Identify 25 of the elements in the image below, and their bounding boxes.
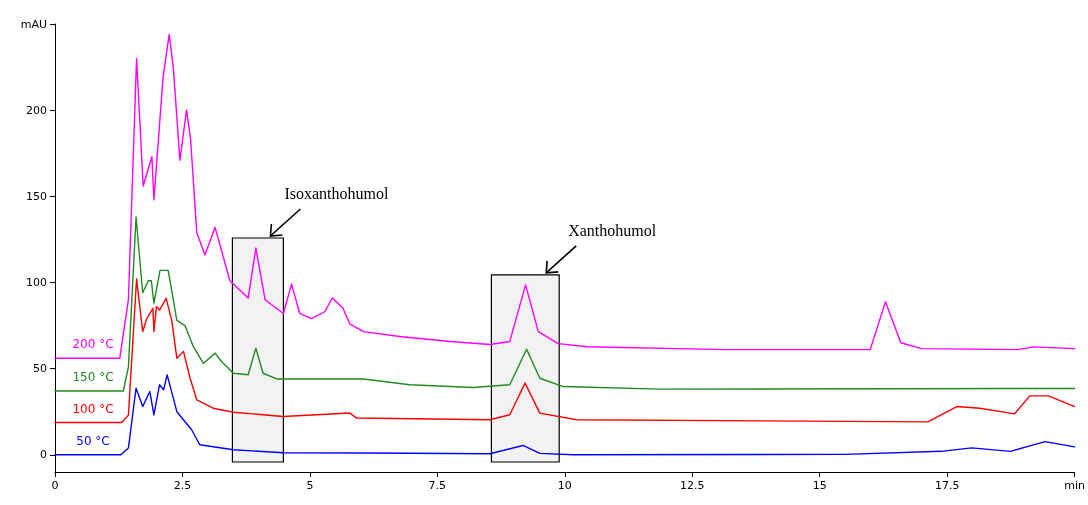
y-tick-label: 0 bbox=[40, 448, 47, 462]
y-tick-label: 150 bbox=[26, 189, 47, 203]
band-label: Xanthohumol bbox=[568, 221, 657, 239]
y-tick-label: 50 bbox=[33, 362, 47, 376]
x-tick-label: 10 bbox=[557, 479, 572, 492]
y-tick-label: 100 bbox=[26, 275, 47, 289]
x-tick-label: 2.5 bbox=[173, 479, 192, 492]
x-tick-label: min bbox=[1064, 479, 1086, 492]
x-tick-label: 17.5 bbox=[934, 479, 960, 492]
series-label: 50 °C bbox=[76, 433, 110, 448]
x-tick-label: 5 bbox=[306, 479, 314, 492]
line-series bbox=[54, 374, 1076, 456]
series-label: 200 °C bbox=[72, 337, 114, 352]
line-series bbox=[54, 216, 1076, 392]
y-tick-label: 200 bbox=[26, 103, 47, 117]
series-label: 100 °C bbox=[72, 401, 114, 416]
line-series bbox=[54, 33, 1076, 359]
y-tick-label: mAU bbox=[20, 17, 47, 31]
x-tick-label: 7.5 bbox=[428, 479, 447, 492]
series-label: 150 °C bbox=[72, 370, 114, 385]
x-tick-label: 15 bbox=[812, 479, 827, 492]
band-label: Isoxanthohumol bbox=[284, 185, 389, 202]
x-tick-label: 12.5 bbox=[680, 479, 705, 492]
line-series bbox=[54, 278, 1076, 424]
x-tick-label: 0 bbox=[51, 479, 59, 492]
